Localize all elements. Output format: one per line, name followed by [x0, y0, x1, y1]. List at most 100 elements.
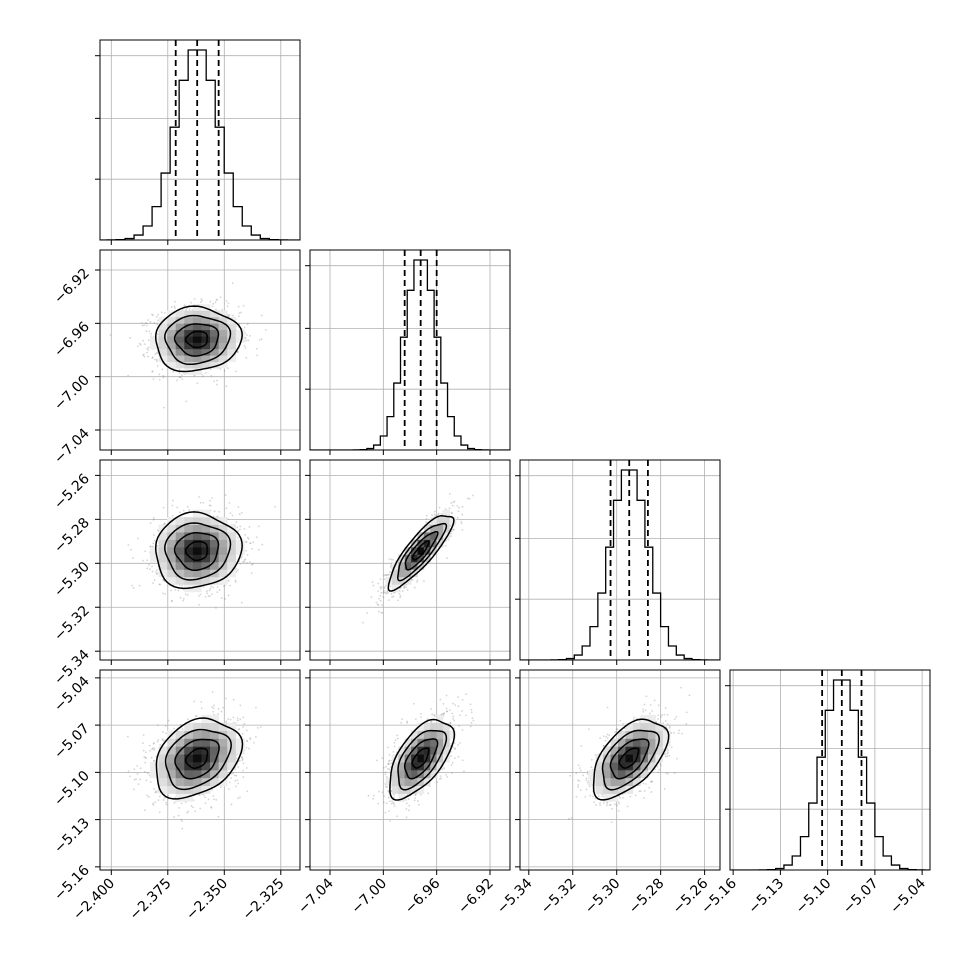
- sample-point: [234, 579, 237, 582]
- sample-point: [446, 776, 449, 778]
- sample-point: [242, 769, 245, 772]
- sample-point: [177, 814, 180, 817]
- sample-point: [411, 578, 414, 581]
- sample-point: [163, 522, 166, 525]
- sample-point: [209, 499, 212, 502]
- sample-point: [187, 810, 190, 813]
- sample-point: [457, 696, 459, 698]
- sample-point: [146, 347, 149, 350]
- sample-point: [152, 518, 155, 521]
- density-cell: [210, 754, 219, 763]
- sample-point: [433, 714, 436, 717]
- density-cell: [618, 746, 626, 755]
- sample-point: [231, 514, 234, 517]
- density-cell: [192, 584, 202, 593]
- contour-1.5sigma: [164, 522, 232, 581]
- sample-point: [580, 745, 583, 747]
- sample-point: [617, 810, 620, 812]
- sample-point: [170, 599, 173, 602]
- density-cell: [227, 539, 237, 548]
- sample-point: [440, 777, 442, 780]
- sample-point: [178, 376, 181, 379]
- panel-content: [520, 460, 720, 660]
- sample-point: [174, 307, 176, 309]
- sample-point: [208, 589, 211, 592]
- density-cell: [443, 532, 450, 540]
- density-cell: [449, 517, 457, 525]
- sample-point: [386, 574, 389, 577]
- sample-point: [149, 545, 152, 548]
- sample-point: [156, 323, 159, 326]
- sample-point: [649, 712, 651, 715]
- panel-content: [730, 670, 930, 870]
- sample-point: [377, 582, 380, 585]
- density-cell: [610, 738, 619, 747]
- sample-point: [413, 586, 416, 589]
- density-cell: [167, 539, 177, 548]
- density-cell: [227, 355, 237, 363]
- density-cell: [149, 336, 159, 343]
- sample-point: [383, 801, 385, 804]
- sample-point: [389, 566, 392, 568]
- sample-point: [615, 731, 618, 733]
- sample-point: [162, 579, 165, 582]
- sample-point: [666, 723, 669, 725]
- sample-point: [233, 774, 236, 777]
- sample-point: [570, 817, 573, 819]
- sample-point: [241, 756, 243, 759]
- density-cell: [436, 714, 444, 724]
- sample-point: [237, 305, 240, 308]
- density-cell: [210, 770, 219, 779]
- histogram: [730, 679, 930, 870]
- sample-point: [642, 782, 645, 785]
- density-cell: [391, 777, 399, 787]
- sample-point: [236, 779, 239, 782]
- sample-point: [386, 589, 389, 592]
- density-cell: [210, 554, 219, 563]
- sample-point: [147, 355, 150, 358]
- sample-point: [147, 346, 150, 349]
- sample-point: [387, 760, 390, 763]
- sample-point: [158, 811, 161, 814]
- sample-point: [664, 707, 667, 710]
- density-cell: [227, 547, 237, 555]
- density-cell: [430, 722, 437, 731]
- x-tick-label: −2.350: [183, 876, 231, 924]
- sample-point: [232, 698, 235, 701]
- panel-frame: [99, 249, 301, 451]
- density-cell: [158, 785, 168, 794]
- sample-point: [170, 306, 173, 309]
- sample-point: [162, 376, 165, 379]
- density-cell: [158, 342, 168, 350]
- sample-point: [265, 329, 267, 331]
- sample-point: [211, 706, 214, 708]
- sample-point: [217, 815, 220, 818]
- density-cell: [192, 785, 202, 794]
- sample-point: [216, 515, 219, 518]
- sample-point: [417, 800, 419, 802]
- sample-point: [186, 594, 189, 596]
- density-cell: [227, 746, 237, 755]
- sample-point: [663, 728, 665, 731]
- sample-point: [245, 746, 248, 749]
- sample-point: [609, 803, 612, 806]
- sample-point: [150, 756, 153, 759]
- sample-point: [244, 533, 247, 536]
- density-cell: [192, 770, 202, 779]
- sample-point: [388, 768, 391, 771]
- sample-point: [239, 562, 242, 565]
- sample-point: [243, 326, 246, 329]
- density-cell: [647, 762, 656, 771]
- density-cell: [411, 785, 418, 794]
- density-cell: [385, 576, 393, 585]
- density-cell: [158, 323, 168, 331]
- sample-point: [577, 786, 579, 789]
- density-cell: [227, 730, 237, 739]
- sample-point: [136, 345, 139, 348]
- density-cell: [647, 714, 656, 724]
- sample-point: [206, 592, 208, 595]
- sample-point: [159, 583, 162, 586]
- sample-point: [446, 710, 449, 713]
- sample-point: [387, 796, 390, 799]
- density-cell: [417, 539, 425, 548]
